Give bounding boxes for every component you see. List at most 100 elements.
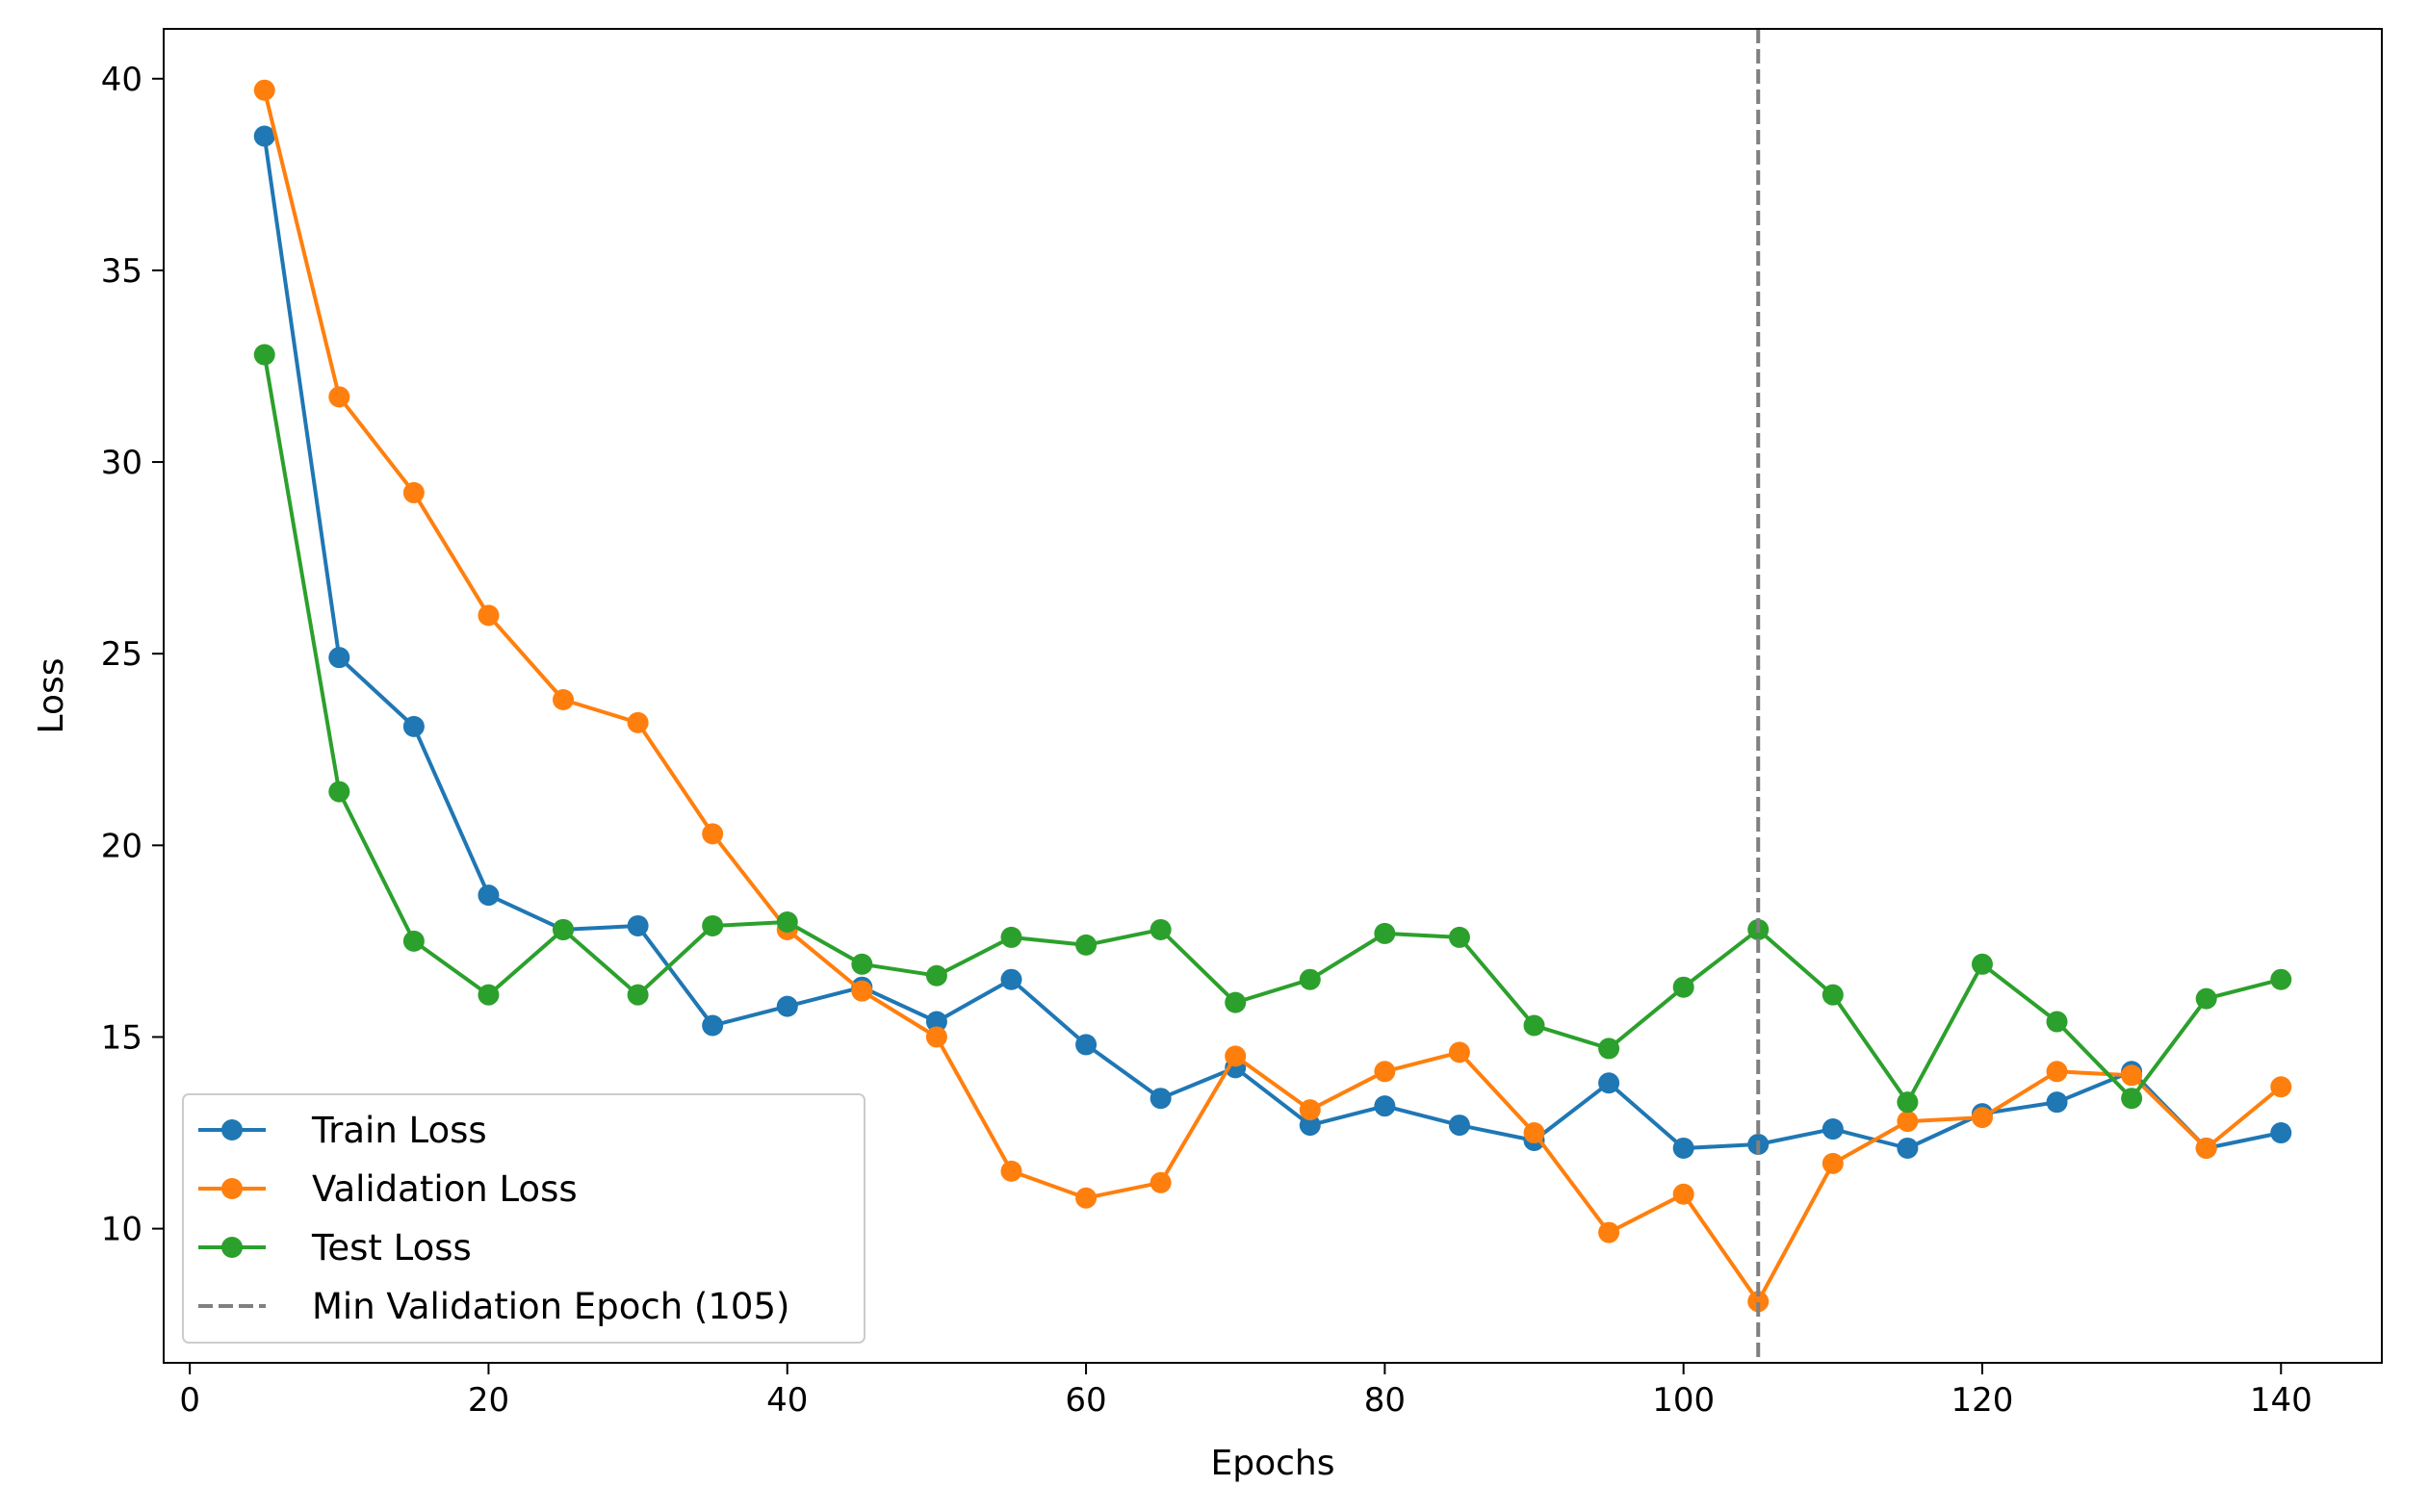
axes: 0 20 40 60 80 100 120 140 10 15 20 25 30 35 40 Epochs Lo… [32, 28, 2383, 1483]
test-loss-point [253, 344, 275, 366]
test-loss-point [1225, 991, 1247, 1013]
test-loss-point [627, 984, 649, 1006]
legend-label-min-validation-epoch-105: Min Validation Epoch (105) [312, 1286, 789, 1327]
x-tick-label: 140 [2250, 1381, 2313, 1420]
test-loss-point [1971, 953, 1993, 975]
train-loss-point [253, 125, 275, 147]
test-loss-point [702, 914, 724, 936]
y-tick-label: 25 [101, 635, 142, 674]
train-loss-point [1448, 1115, 1470, 1137]
legend: Train Loss Validation Loss Test Loss Min Va… [182, 1093, 866, 1344]
x-tick-label: 100 [1652, 1381, 1715, 1420]
test-loss-point [1523, 1014, 1545, 1037]
train-loss-point [702, 1014, 724, 1037]
legend-label-validation-loss: Validation Loss [312, 1168, 578, 1210]
y-tick-label: 20 [101, 827, 142, 865]
x-tick-label: 60 [1065, 1381, 1106, 1420]
x-tick-label: 20 [468, 1381, 509, 1420]
train-loss-line [262, 136, 2282, 1150]
x-axis-label: Epochs [1211, 1444, 1335, 1483]
validation-loss-point [328, 386, 350, 408]
validation-loss-point [851, 980, 873, 1002]
y-tick-label: 35 [101, 252, 142, 291]
x-tick-label: 0 [179, 1381, 200, 1420]
train-loss-point [1822, 1118, 1844, 1140]
validation-loss-point [253, 79, 275, 101]
y-tick-label: 15 [101, 1018, 142, 1057]
test-loss-point [776, 910, 798, 933]
test-loss-line [262, 354, 2282, 1105]
validation-loss-point [1672, 1183, 1694, 1205]
train-loss-point [776, 995, 798, 1017]
test-loss-point [402, 930, 425, 952]
validation-loss-point [1299, 1099, 1321, 1121]
legend-label-test-loss: Test Loss [311, 1227, 472, 1269]
train-loss-point [328, 647, 350, 669]
train-loss-point [1150, 1088, 1172, 1110]
test-loss-point [1150, 918, 1172, 940]
train-loss-point [627, 914, 649, 936]
validation-loss-point [553, 688, 575, 710]
validation-loss-point [1822, 1152, 1844, 1174]
y-axis-label: Loss [32, 658, 71, 734]
train-loss-point [925, 1011, 947, 1033]
validation-loss-point [2121, 1064, 2143, 1087]
test-loss-point [553, 918, 575, 940]
test-loss-point [1448, 926, 1470, 948]
train-loss-point [1075, 1034, 1098, 1056]
test-loss-point [1299, 968, 1321, 990]
y-tick-label: 10 [101, 1211, 142, 1249]
plot-area [253, 29, 2292, 1363]
legend-marker-train-loss [221, 1119, 243, 1140]
train-loss-point [1299, 1115, 1321, 1137]
validation-loss-point [1075, 1187, 1098, 1209]
validation-loss-point [1225, 1045, 1247, 1067]
validation-loss-line [262, 90, 2283, 1304]
test-loss-point [2270, 968, 2292, 990]
plot-frame [163, 28, 2383, 1364]
validation-loss-point [1374, 1061, 1396, 1083]
test-loss-point [851, 953, 873, 975]
train-loss-point [1598, 1072, 1620, 1094]
validation-loss-point [627, 711, 649, 733]
test-loss-point [1822, 984, 1844, 1006]
y-tick-label: 30 [101, 444, 142, 482]
validation-loss-point [1448, 1041, 1470, 1064]
validation-loss-point [702, 823, 724, 845]
test-loss-point [328, 781, 350, 803]
test-loss-point [1672, 976, 1694, 998]
validation-loss-point [1897, 1111, 1919, 1133]
test-loss-point [1000, 926, 1022, 948]
validation-loss-point [2046, 1061, 2068, 1083]
validation-loss-point [1747, 1291, 1770, 1313]
validation-loss-point [478, 604, 500, 627]
train-loss-point [2270, 1122, 2292, 1144]
test-loss-point [1075, 934, 1098, 956]
x-tick-label: 40 [766, 1381, 808, 1420]
test-loss-point [1897, 1091, 1919, 1114]
train-loss-point [1374, 1095, 1396, 1117]
validation-loss-point [1971, 1107, 1993, 1129]
train-loss-point [1672, 1137, 1694, 1159]
train-loss-point [478, 884, 500, 907]
validation-loss-point [1598, 1221, 1620, 1243]
train-loss-point [402, 715, 425, 737]
test-loss-point [478, 984, 500, 1006]
legend-box [182, 1093, 866, 1344]
validation-loss-point [402, 481, 425, 503]
validation-loss-point [1523, 1122, 1545, 1144]
x-tick-label: 80 [1364, 1381, 1406, 1420]
legend-marker-test-loss [221, 1237, 243, 1258]
validation-loss-point [2270, 1076, 2292, 1098]
test-loss-point [2121, 1088, 2143, 1110]
train-loss-point [1000, 968, 1022, 990]
test-loss-point [2046, 1011, 2068, 1033]
test-loss-point [925, 964, 947, 987]
y-tick-label: 40 [101, 61, 142, 99]
x-tick-label: 120 [1951, 1381, 2014, 1420]
validation-loss-point [1000, 1160, 1022, 1182]
train-loss-point [1897, 1137, 1919, 1159]
test-loss-point [1598, 1038, 1620, 1060]
legend-marker-validation-loss [221, 1178, 243, 1199]
